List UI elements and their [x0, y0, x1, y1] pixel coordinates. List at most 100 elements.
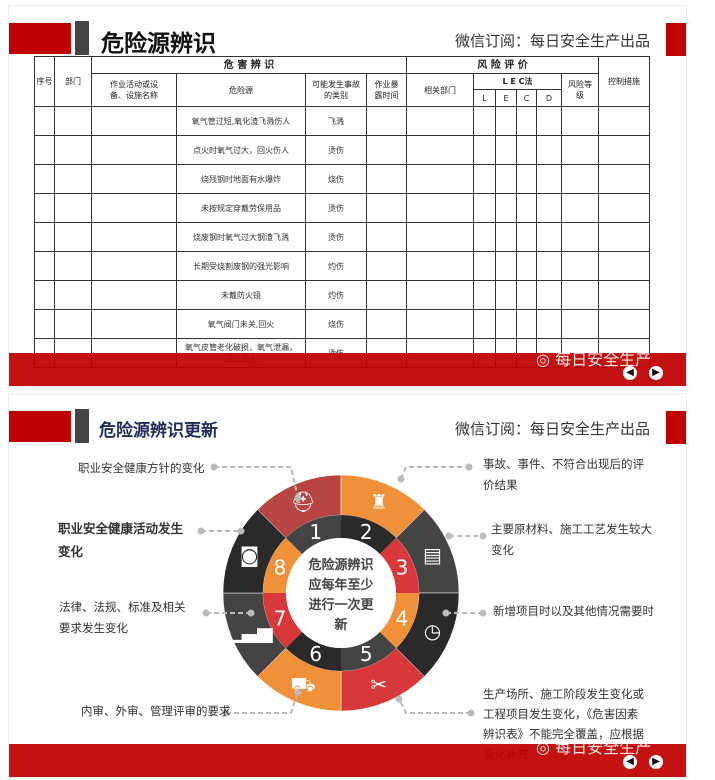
inner-segment-5 [341, 631, 397, 671]
connector-dot [397, 475, 405, 483]
empty-cell [91, 222, 177, 252]
empty-cell [34, 135, 55, 165]
empty-cell [54, 251, 92, 281]
col-control: 控制措施 [598, 56, 650, 107]
empty-cell [34, 106, 55, 136]
empty-cell [91, 309, 177, 339]
empty-cell [473, 309, 496, 339]
accident-type-cell: 烫伤 [305, 222, 367, 252]
empty-cell [516, 251, 537, 281]
segment-number: 4 [396, 606, 409, 630]
prev-button[interactable]: ◀ [623, 366, 637, 380]
inner-segment-7 [263, 593, 303, 649]
connector-dot [210, 463, 218, 471]
col-e: E [495, 89, 517, 107]
center-circle [286, 538, 396, 648]
prev-button[interactable]: ◀ [623, 755, 637, 769]
label-policy: 职业安全健康方针的变化 [78, 461, 205, 475]
empty-cell [536, 309, 562, 339]
label-law: 法律、法规、标准及相关要求发生变化 [59, 600, 186, 635]
empty-cell [406, 251, 474, 281]
empty-cell [561, 106, 599, 136]
empty-cell [406, 164, 474, 194]
next-button[interactable]: ▶ [649, 755, 663, 769]
book-icon: ▤ [423, 543, 442, 567]
col-l: L [473, 89, 496, 107]
hazard-cell: 氧气管过短,氧化渣飞溅伤人 [176, 106, 306, 136]
empty-cell [473, 222, 496, 252]
header-dark-block [75, 21, 89, 55]
empty-cell [91, 251, 177, 281]
empty-cell [516, 106, 537, 136]
empty-cell [536, 251, 562, 281]
empty-cell [406, 222, 474, 252]
empty-cell [34, 280, 55, 310]
empty-cell [91, 106, 177, 136]
watermark-text: 每日安全生产 [555, 350, 652, 369]
truck-icon: ⛟ [291, 672, 316, 696]
empty-cell [561, 193, 599, 223]
empty-cell [495, 164, 517, 194]
col-c: C [516, 89, 537, 107]
accident-type-cell: 烧伤 [305, 164, 367, 194]
group-hazard: 危 害 辨 识 [91, 56, 407, 74]
empty-cell [561, 280, 599, 310]
empty-cell [561, 164, 599, 194]
empty-cell [516, 193, 537, 223]
hazard-cell: 烧残钢时地面有水爆炸 [176, 164, 306, 194]
col-lec: L E C法 [473, 73, 562, 90]
table-row: 烧废钢时氧气过大钢渣飞溅 烫伤 [34, 222, 650, 252]
connector-line [400, 466, 469, 480]
col-d: D [536, 89, 562, 107]
inner-segment-6 [285, 631, 341, 671]
empty-cell [536, 135, 562, 165]
inner-segment-8 [263, 537, 303, 593]
label-project: 新增项目时以及其他情况需要时 [493, 604, 654, 618]
empty-cell [598, 309, 650, 339]
empty-cell [366, 251, 407, 281]
table-row: 烧残钢时地面有水爆炸 烧伤 [34, 164, 650, 194]
accident-type-cell: 烧伤 [305, 309, 367, 339]
empty-cell [34, 164, 55, 194]
center-text-line: 危险源辨识 [308, 557, 373, 573]
inner-segment-2 [341, 515, 397, 555]
empty-cell [34, 309, 55, 339]
center-text-line: 新 [334, 617, 347, 633]
scissors-icon: ✂ [371, 672, 388, 696]
hazard-table: 序号 部门 危 害 辨 识 风 险 评 价 控制措施 作业活动或设备、设施名称 … [34, 56, 650, 368]
empty-cell [54, 164, 92, 194]
empty-cell [598, 280, 650, 310]
header-red-block [9, 23, 71, 54]
connector-dot [197, 527, 205, 535]
segment-number: 1 [309, 520, 322, 544]
table-row: 点火时氧气过大，回火伤人 烫伤 [34, 135, 650, 165]
header-red-block-right [666, 411, 686, 444]
footer-bar [9, 353, 686, 386]
empty-cell [495, 309, 517, 339]
empty-cell [536, 164, 562, 194]
segment-number: 8 [274, 556, 287, 580]
watermark: ◎ 每日安全生产 [536, 346, 651, 370]
empty-cell [54, 193, 92, 223]
empty-cell [406, 193, 474, 223]
connector-dot [247, 609, 255, 617]
empty-cell [34, 222, 55, 252]
empty-cell [366, 106, 407, 136]
header-dark-block [75, 409, 89, 443]
empty-cell [495, 135, 517, 165]
next-button[interactable]: ▶ [649, 366, 663, 380]
empty-cell [54, 222, 92, 252]
clock-icon: ◷ [424, 619, 441, 643]
empty-cell [473, 106, 496, 136]
center-text-line: 应每年至少 [308, 577, 373, 593]
hazard-cell: 未戴防火镜 [176, 280, 306, 310]
accident-type-cell: 飞溅 [305, 106, 367, 136]
worker-helmet-icon: ⛑ [290, 490, 315, 514]
empty-cell [366, 135, 407, 165]
connector-dot [445, 532, 453, 540]
empty-cell [91, 193, 177, 223]
connector-dot [395, 695, 403, 703]
empty-cell [54, 106, 92, 136]
col-type: 可能发生事故的类别 [305, 73, 367, 107]
connector-dot [442, 609, 450, 617]
